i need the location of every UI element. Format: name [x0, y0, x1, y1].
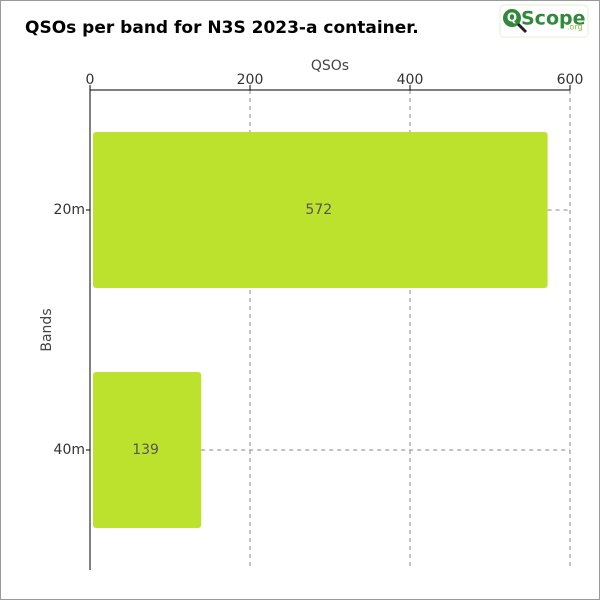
x-tick-label: 600 [557, 72, 584, 88]
y-tick-label: 40m [54, 442, 85, 458]
logo-name: Scope [521, 8, 586, 30]
x-tick-label: 0 [86, 72, 95, 88]
x-tick-label: 400 [397, 72, 424, 88]
bar [93, 372, 202, 528]
x-axis-label: QSOs [311, 58, 349, 74]
y-axis-label: Bands [39, 308, 55, 351]
logo-letter: Q [507, 11, 517, 25]
y-tick-label: 20m [54, 202, 85, 218]
logo-handle [516, 22, 528, 34]
chart-title: QSOs per band for N3S 2023-a container. [25, 18, 419, 38]
logo-suffix: .org [567, 23, 583, 32]
data-label: 139 [132, 442, 159, 458]
x-tick-label: 200 [237, 72, 264, 88]
logo-icon [503, 9, 521, 27]
bar [93, 132, 548, 288]
logo: Q Scope .org [499, 4, 589, 38]
data-label: 572 [305, 202, 332, 218]
